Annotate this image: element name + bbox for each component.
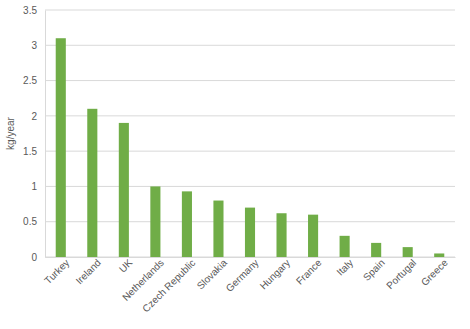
x-tick: Germany (224, 257, 261, 294)
bar (182, 191, 192, 257)
bar (340, 236, 350, 257)
y-tick-label: 1 (31, 181, 37, 192)
x-tick-label: Germany (224, 257, 261, 294)
x-tick-label: Italy (334, 257, 355, 278)
y-tick: 0 (31, 252, 45, 263)
x-tick: UK (117, 257, 135, 275)
bar (56, 38, 66, 257)
x-tick: Portugal (384, 257, 418, 291)
grid-line (45, 10, 455, 11)
y-axis-title: kg/year (5, 116, 16, 149)
bar (276, 213, 286, 257)
bar (213, 201, 223, 257)
bar (150, 186, 160, 257)
y-tick: 2.5 (23, 75, 45, 86)
x-tick-label: France (294, 257, 324, 287)
y-tick: 3.5 (23, 5, 45, 16)
bar (434, 253, 444, 257)
grid-line (45, 115, 455, 116)
x-tick-label: Portugal (384, 257, 418, 291)
grid-line (45, 186, 455, 187)
x-tick-label: Turkey (42, 257, 71, 286)
y-tick: 0.5 (23, 216, 45, 227)
x-tick-label: Czech Republic (140, 257, 197, 314)
y-tick-label: 0.5 (23, 216, 37, 227)
y-tick-label: 3 (31, 40, 37, 51)
bar (371, 243, 381, 257)
chart: 00.511.522.533.5TurkeyIrelandUKNetherlan… (0, 0, 470, 329)
x-tick: Ireland (74, 257, 103, 286)
x-tick: Turkey (42, 257, 71, 286)
x-tick-label: UK (117, 257, 135, 275)
plot: 00.511.522.533.5TurkeyIrelandUKNetherlan… (23, 5, 455, 315)
x-tick-label: Ireland (74, 257, 103, 286)
x-tick: Spain (361, 257, 387, 283)
x-axis-line (46, 257, 456, 258)
bar (245, 208, 255, 257)
y-axis: 0 0.5 1 1.5 2 2.5 3 3.5 (23, 5, 45, 263)
y-tick: 3 (31, 40, 45, 51)
bar (403, 247, 413, 257)
grid-line (45, 45, 455, 46)
grid-line (45, 80, 455, 81)
x-tick-label: Spain (361, 257, 387, 283)
x-tick: Hungary (258, 257, 293, 292)
y-axis-line (45, 11, 46, 258)
y-tick-label: 3.5 (23, 5, 37, 16)
x-tick: France (294, 257, 324, 287)
y-tick-label: 0 (31, 252, 37, 263)
y-tick: 1 (31, 181, 45, 192)
grid (45, 10, 455, 257)
grid-line (45, 151, 455, 152)
bars (56, 38, 445, 257)
x-tick: Greece (419, 257, 450, 288)
x-tick: Italy (334, 257, 355, 278)
bar (308, 215, 318, 257)
y-tick-label: 2 (31, 111, 37, 122)
y-tick-label: 2.5 (23, 75, 37, 86)
bar (119, 123, 129, 257)
y-tick: 2 (31, 111, 45, 122)
x-axis: TurkeyIrelandUKNetherlandsCzech Republic… (42, 257, 455, 315)
x-tick-label: Hungary (258, 257, 293, 292)
x-tick-label: Greece (419, 257, 450, 288)
y-tick-label: 1.5 (23, 146, 37, 157)
x-tick: Czech Republic (140, 257, 197, 314)
y-tick: 1.5 (23, 146, 45, 157)
bar (87, 109, 97, 257)
